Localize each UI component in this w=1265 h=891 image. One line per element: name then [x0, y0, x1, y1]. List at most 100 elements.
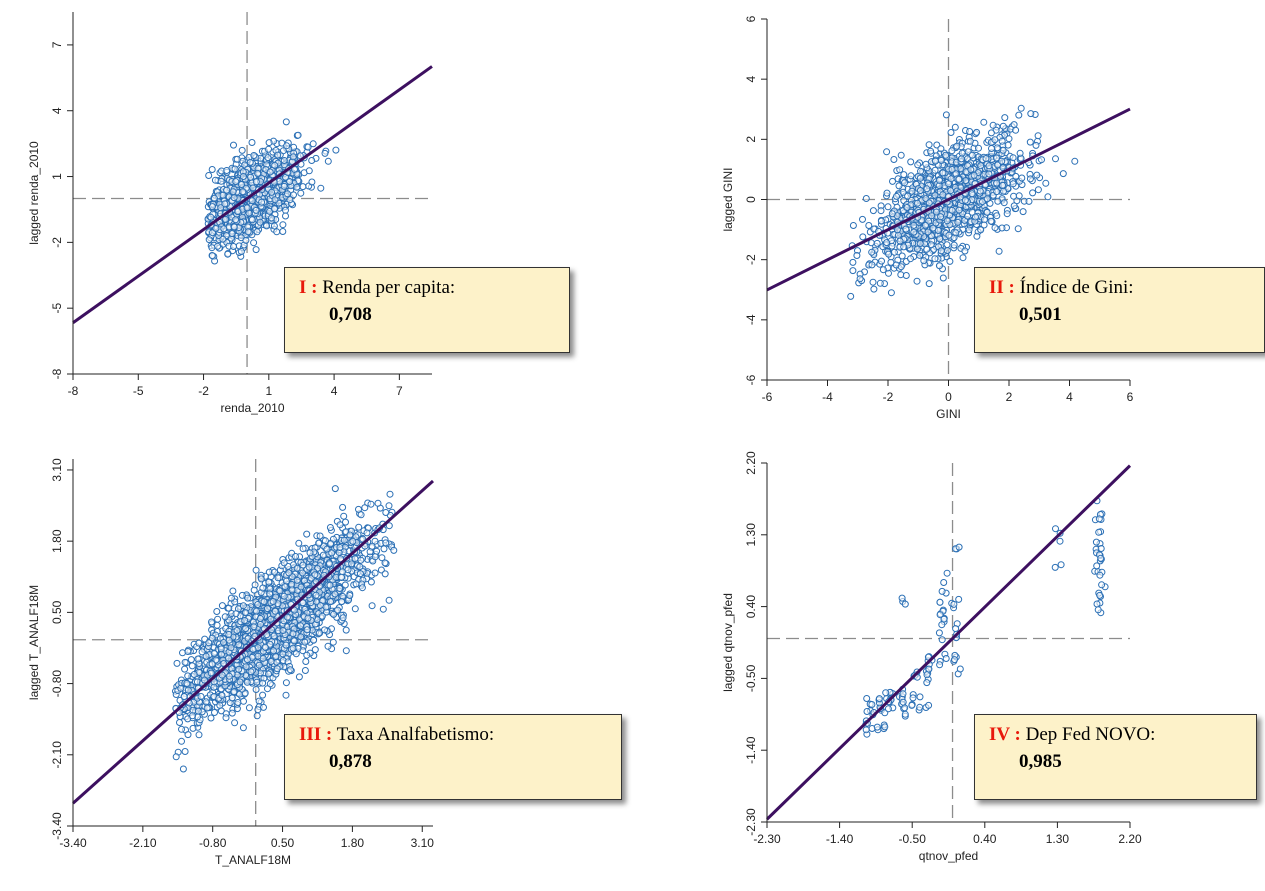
data-point — [943, 569, 951, 577]
data-point — [385, 502, 393, 510]
data-point — [352, 580, 360, 588]
data-point — [234, 208, 242, 216]
data-point — [274, 574, 282, 582]
y-tick-label: 0 — [744, 196, 758, 203]
data-point — [228, 694, 236, 702]
data-point — [309, 140, 317, 148]
x-tick-label: -0.80 — [199, 836, 227, 850]
data-point — [920, 257, 928, 265]
data-point — [197, 693, 205, 700]
data-point — [205, 172, 213, 179]
data-point — [995, 247, 1003, 255]
data-point — [219, 235, 227, 243]
data-point — [907, 158, 915, 166]
data-point — [916, 187, 924, 194]
data-point — [330, 610, 338, 618]
data-point — [958, 149, 966, 157]
data-point — [187, 656, 195, 664]
data-point — [868, 261, 876, 269]
data-point — [242, 625, 250, 633]
data-point — [970, 171, 978, 179]
data-point — [955, 206, 963, 214]
data-point — [230, 141, 237, 149]
data-point — [988, 145, 995, 152]
data-point — [249, 184, 257, 192]
data-point — [972, 213, 979, 221]
data-point — [253, 228, 261, 236]
data-point — [257, 575, 265, 583]
data-point — [304, 614, 312, 622]
data-point — [902, 272, 910, 279]
data-point — [931, 255, 939, 263]
data-point — [987, 217, 995, 225]
data-point — [265, 145, 273, 153]
data-point — [225, 672, 233, 680]
data-point — [271, 161, 279, 169]
data-point — [1025, 197, 1033, 205]
data-point — [324, 642, 332, 650]
data-point — [230, 194, 238, 202]
data-point — [227, 594, 235, 602]
data-point — [939, 169, 947, 177]
data-point — [964, 212, 971, 220]
data-point — [897, 151, 905, 159]
data-point — [1026, 138, 1034, 146]
data-point — [923, 185, 931, 193]
data-point — [849, 267, 857, 275]
data-point — [211, 176, 219, 184]
data-point — [980, 118, 988, 126]
y-tick-label: 3.10 — [50, 458, 64, 482]
y-tick-label: -2.10 — [50, 741, 64, 769]
data-point — [923, 671, 931, 679]
data-point — [346, 592, 354, 599]
data-point — [232, 216, 240, 224]
data-point — [253, 607, 260, 615]
data-point — [973, 232, 981, 240]
data-point — [863, 708, 871, 715]
data-point — [231, 719, 239, 727]
data-point — [243, 656, 251, 664]
data-point — [999, 146, 1007, 154]
data-point — [907, 255, 914, 263]
data-point — [254, 601, 262, 608]
data-point — [293, 576, 301, 584]
data-point — [256, 218, 264, 226]
data-point — [907, 172, 915, 180]
data-point — [304, 143, 312, 151]
scatter-panel-4: -2.30 -1.40 -0.50 0.40 1.30 2.20-2.30-1.40-0.… — [721, 451, 1142, 863]
data-point — [983, 195, 991, 203]
data-point — [311, 571, 319, 579]
data-point — [266, 590, 274, 598]
data-point — [250, 239, 258, 247]
data-point — [368, 602, 376, 610]
data-point — [381, 559, 389, 567]
data-point — [357, 511, 365, 519]
data-point — [987, 129, 995, 137]
data-point — [881, 723, 889, 731]
data-point — [925, 701, 933, 709]
data-point — [961, 196, 969, 204]
data-point — [274, 151, 282, 159]
data-point — [329, 638, 337, 646]
data-point — [1032, 141, 1040, 149]
data-point — [289, 630, 297, 638]
data-point — [327, 540, 334, 548]
data-point — [252, 566, 260, 574]
data-point — [877, 207, 885, 215]
data-point — [194, 655, 202, 663]
data-point — [338, 573, 345, 581]
data-point — [961, 247, 969, 255]
data-point — [859, 233, 867, 241]
data-point — [280, 182, 288, 190]
data-point — [901, 179, 908, 187]
data-point — [870, 285, 878, 293]
data-point — [225, 604, 233, 612]
data-point — [1001, 114, 1009, 122]
data-point — [273, 665, 281, 673]
data-point — [859, 215, 866, 223]
data-point — [935, 176, 943, 184]
data-point — [246, 158, 254, 166]
data-point — [213, 621, 221, 629]
data-point — [244, 228, 252, 236]
